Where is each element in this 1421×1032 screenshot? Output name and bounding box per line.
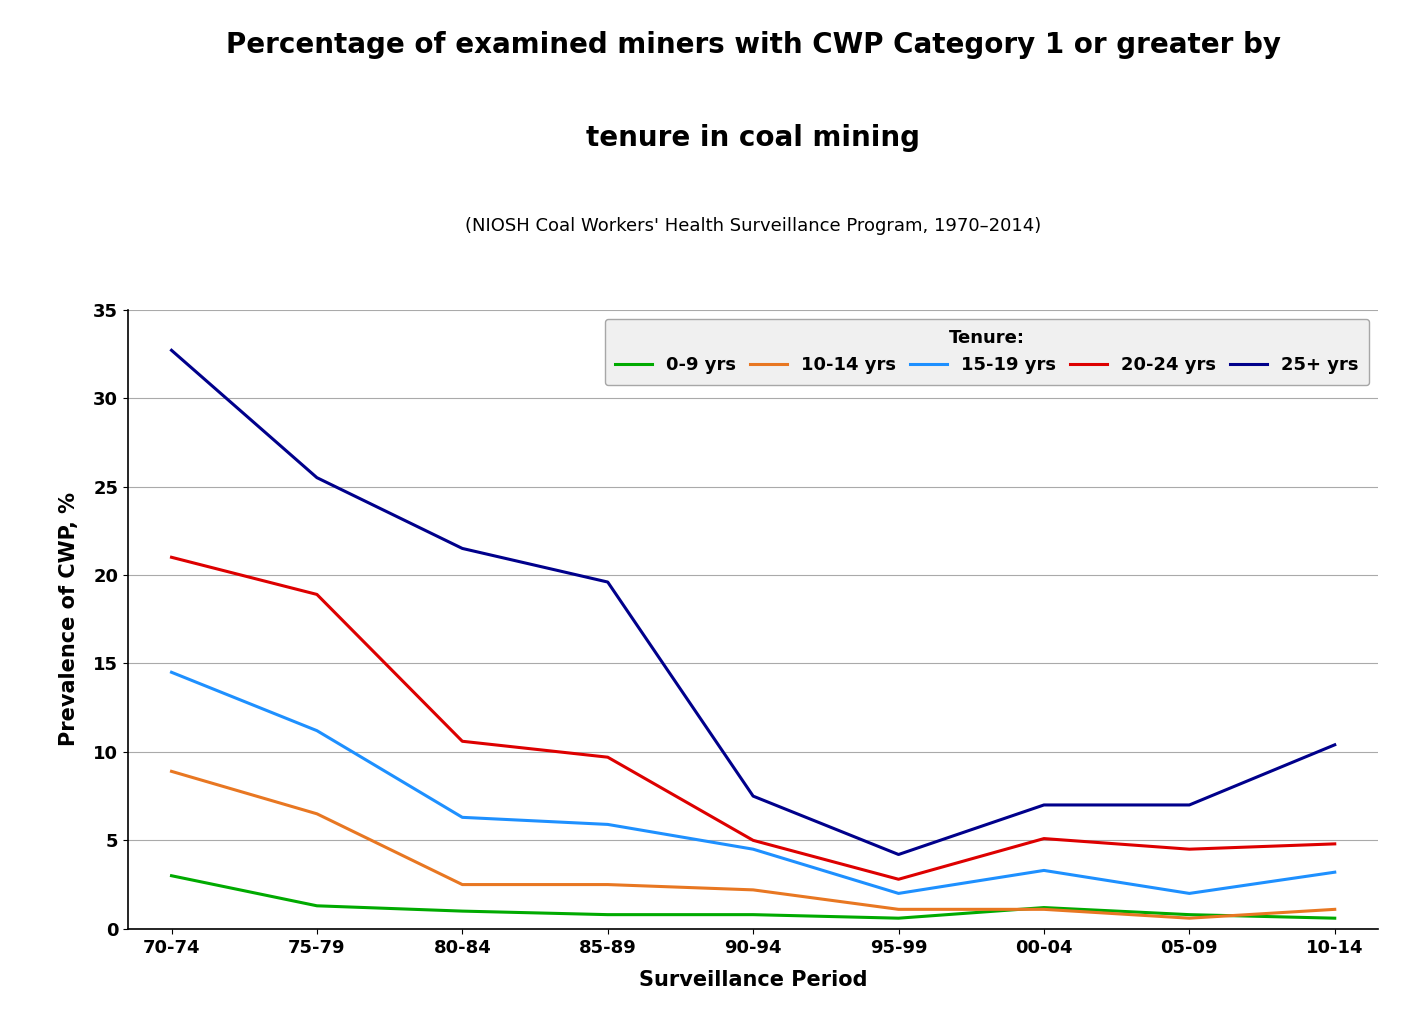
X-axis label: Surveillance Period: Surveillance Period bbox=[639, 970, 867, 991]
Legend: 0-9 yrs, 10-14 yrs, 15-19 yrs, 20-24 yrs, 25+ yrs: 0-9 yrs, 10-14 yrs, 15-19 yrs, 20-24 yrs… bbox=[604, 319, 1370, 385]
Text: tenure in coal mining: tenure in coal mining bbox=[585, 124, 921, 152]
Y-axis label: Prevalence of CWP, %: Prevalence of CWP, % bbox=[60, 492, 80, 746]
Text: Percentage of examined miners with CWP Category 1 or greater by: Percentage of examined miners with CWP C… bbox=[226, 31, 1280, 59]
Text: (NIOSH Coal Workers' Health Surveillance Program, 1970–2014): (NIOSH Coal Workers' Health Surveillance… bbox=[465, 217, 1042, 234]
